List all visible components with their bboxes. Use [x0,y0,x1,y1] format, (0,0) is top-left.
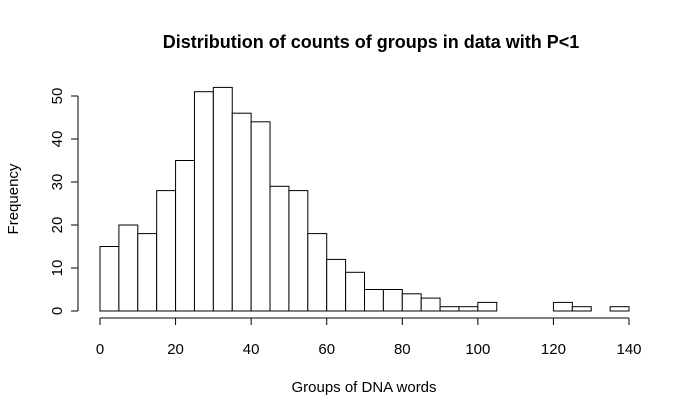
histogram-bar [345,271,366,312]
chart-title: Distribution of counts of groups in data… [163,32,580,52]
histogram-bar [326,258,347,312]
y-tick-label: 0 [49,307,66,315]
bars-group [99,86,630,312]
histogram-bar [382,289,403,312]
x-tick-label: 120 [541,341,566,358]
x-axis: 0 20 40 60 80 100 120 140 [96,317,642,358]
y-tick-label: 40 [49,131,66,148]
histogram-bar [156,190,177,312]
histogram-bar [231,112,252,312]
histogram-bar [307,233,328,312]
histogram-bar [420,297,441,312]
histogram-bar [212,86,233,312]
histogram-bar [137,233,158,312]
histogram-bar [364,289,384,312]
x-tick-label: 20 [167,341,184,358]
x-tick-label: 0 [96,341,104,358]
x-tick-label: 40 [243,341,260,358]
x-tick-label: 60 [318,341,335,358]
histogram-bar [99,246,120,312]
histogram-bar [439,306,460,312]
histogram-bar [175,160,195,312]
x-tick-label: 100 [465,341,490,358]
histogram-bar [288,190,309,312]
y-axis: 0 10 20 30 40 50 [49,88,79,315]
histogram-bar [401,293,422,312]
histogram-bar [193,91,214,312]
histogram-bar [552,301,573,312]
histogram-bar [250,121,271,312]
y-tick-label: 30 [49,174,66,191]
histogram-bar [458,306,479,312]
y-tick-label: 10 [49,260,66,277]
histogram-bar [118,224,139,312]
x-tick-label: 140 [616,341,641,358]
histogram-bar [571,306,592,312]
histogram-bar [269,185,290,312]
histogram-bar [477,301,498,312]
y-axis-label: Frequency [5,163,22,234]
x-tick-label: 80 [394,341,411,358]
histogram-bar [609,306,630,312]
y-tick-label: 50 [49,88,66,105]
y-tick-label: 20 [49,217,66,234]
x-axis-label: Groups of DNA words [291,379,436,396]
